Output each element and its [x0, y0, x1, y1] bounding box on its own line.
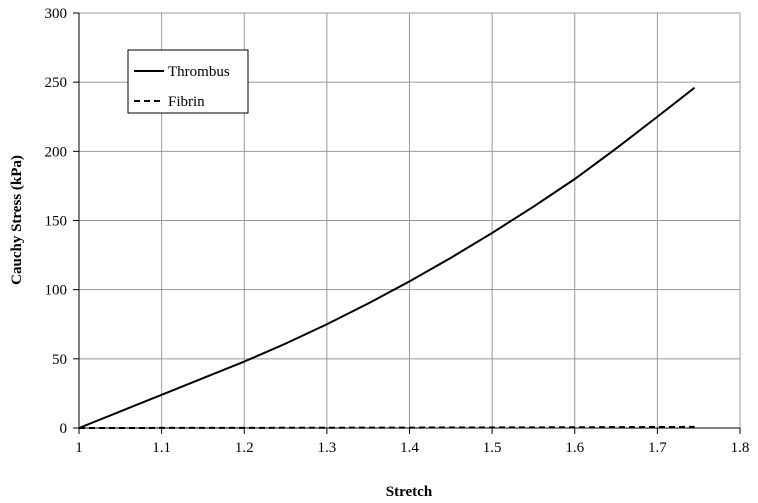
- y-tick-label: 300: [45, 6, 68, 22]
- x-tick-label: 1.5: [483, 440, 502, 456]
- x-axis-title: Stretch: [386, 484, 433, 500]
- x-tick-label: 1: [75, 440, 83, 456]
- y-tick-label: 100: [45, 283, 68, 299]
- x-tick-label: 1.4: [400, 440, 419, 456]
- y-tick-label: 150: [45, 214, 68, 230]
- legend: Thrombus Fibrin: [127, 49, 249, 114]
- x-tick-label: 1.6: [565, 440, 584, 456]
- y-tick-label: 0: [60, 421, 68, 437]
- series: [78, 86, 696, 429]
- x-tick-label: 1.8: [731, 440, 750, 456]
- tick-labels: 1 1.1 1.2 1.3 1.4 1.5 1.6 1.7 1.8 0 50 100 150 200 250…: [45, 6, 750, 456]
- x-tick-label: 1.2: [235, 440, 254, 456]
- series-line-fibrin: [78, 425, 695, 429]
- y-tick-label: 200: [45, 144, 68, 160]
- y-tick-label: 50: [52, 352, 67, 368]
- legend-box: [127, 49, 249, 114]
- y-axis-title: Cauchy Stress (kPa): [9, 155, 25, 285]
- x-tick-label: 1.3: [318, 440, 337, 456]
- series-line-thrombus: [78, 86, 696, 429]
- legend-thrombus-label: Thrombus: [168, 64, 230, 80]
- y-tick-label: 250: [45, 75, 68, 91]
- x-tick-label: 1.1: [152, 440, 171, 456]
- legend-fibrin-label: Fibrin: [168, 94, 205, 110]
- x-tick-label: 1.7: [648, 440, 667, 456]
